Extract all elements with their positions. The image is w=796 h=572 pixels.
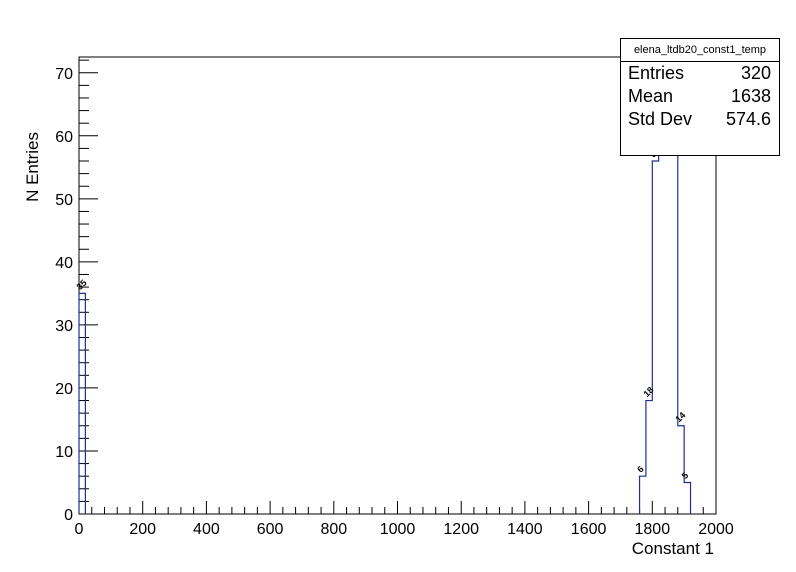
stats-label: Entries [628,63,685,83]
bin-value-label: 14 [673,410,687,424]
x-tick-label: 2000 [698,521,734,538]
y-axis-label: N Entries [23,132,42,202]
stats-label: Mean [628,86,674,106]
y-tick-label: 40 [55,255,73,272]
stats-value: 574.6 [725,109,771,129]
x-tick-label: 1000 [380,521,416,538]
bin-value-label: 6 [635,464,646,475]
x-tick-label: 200 [129,521,156,538]
stats-row-entries: Entries 320 [621,62,779,85]
stats-title: elena_ltdb20_const1_temp [621,39,779,62]
x-tick-label: 600 [257,521,284,538]
y-tick-label: 20 [55,381,73,398]
histogram-line [78,116,692,514]
x-tick-label: 1600 [571,521,607,538]
y-tick-label: 10 [55,444,73,461]
x-tick-label: 1400 [507,521,543,538]
bin-value-label: 35 [75,278,89,292]
x-tick-label: 800 [320,521,347,538]
y-tick-label: 0 [64,507,73,524]
bin-labels: 3561856636158145 [75,101,691,481]
y-tick-label: 70 [55,66,73,83]
x-axis-label: Constant 1 [632,539,714,558]
y-tick-label: 50 [55,192,73,209]
stats-row-mean: Mean 1638 [621,85,779,108]
stats-label: Std Dev [628,109,693,129]
y-tick-label: 60 [55,129,73,146]
y-tick-label: 30 [55,318,73,335]
bin-value-label: 18 [641,385,655,399]
x-tick-label: 0 [75,521,84,538]
x-axis: 0 200 400 600 800 1000 1200 1400 1600 1800 2000 [75,501,734,538]
stats-value: 1638 [730,86,771,106]
x-tick-label: 1800 [635,521,671,538]
bin-value-label: 5 [680,470,691,481]
stats-value: 320 [740,63,771,83]
stats-box: elena_ltdb20_const1_temp Entries 320 Mea… [620,38,780,156]
x-tick-label: 400 [193,521,220,538]
y-axis: 0 10 20 30 40 50 60 70 [55,59,98,524]
x-tick-label: 1200 [443,521,479,538]
stats-row-stddev: Std Dev 574.6 [621,108,779,131]
